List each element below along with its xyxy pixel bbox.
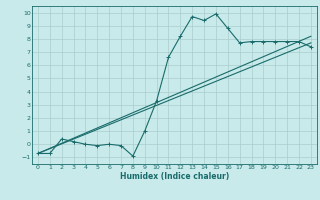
X-axis label: Humidex (Indice chaleur): Humidex (Indice chaleur) — [120, 172, 229, 181]
